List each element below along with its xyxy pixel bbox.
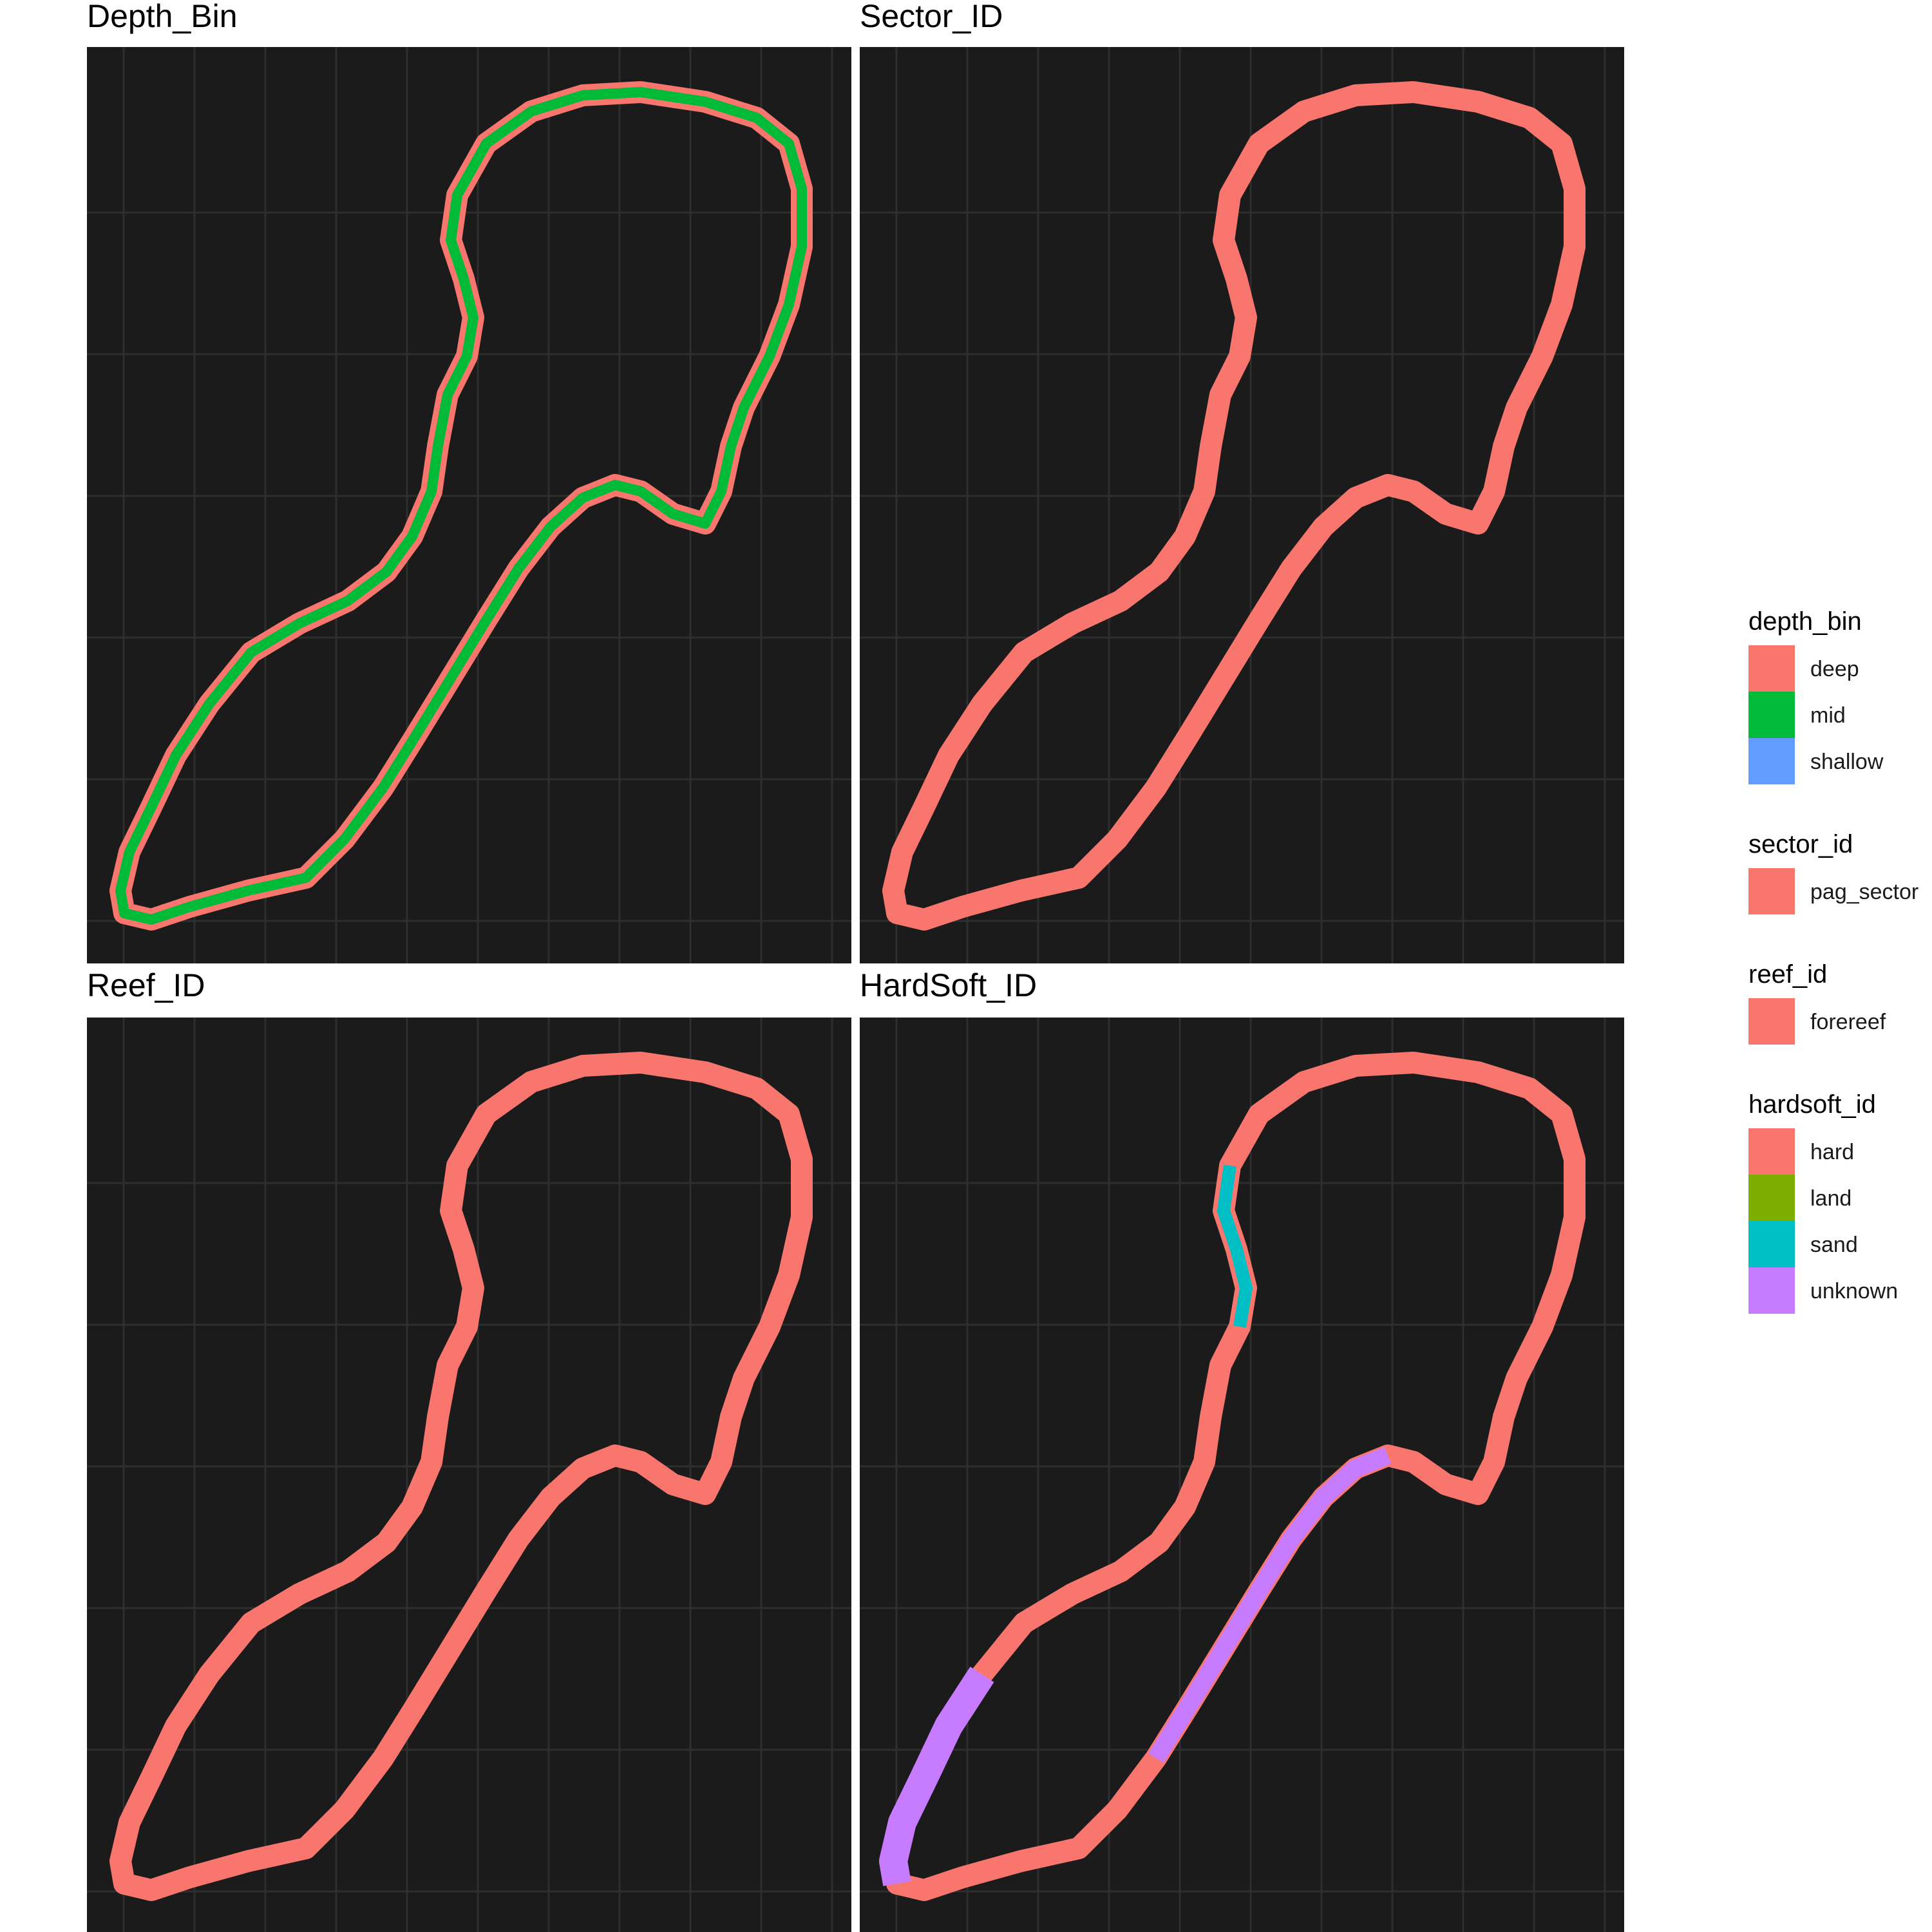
reef-polygon-hard xyxy=(882,1052,1586,1901)
legend-label: pag_sector xyxy=(1810,880,1919,904)
legend-key-unknown xyxy=(1748,1267,1795,1314)
legend-title: sector_id xyxy=(1748,830,1853,858)
legend-label: mid xyxy=(1810,703,1846,728)
panel-title-sector-id: Sector_ID xyxy=(860,0,1003,34)
legend-title: reef_id xyxy=(1748,960,1828,989)
reef-polygon-unknown xyxy=(879,1667,994,1886)
legend-title: depth_bin xyxy=(1748,607,1862,636)
legend-key-forereef xyxy=(1748,998,1795,1045)
map-panel-reef-id xyxy=(87,1018,851,1932)
legend-label: shallow xyxy=(1810,750,1884,774)
legend: depth_bin deep mid shallow sector_id pag… xyxy=(1748,605,1932,1358)
map-svg xyxy=(87,1018,851,1932)
map-panel-depth-bin xyxy=(87,47,851,963)
panel-title-reef-id: Reef_ID xyxy=(87,967,205,1003)
legend-key-shallow xyxy=(1748,738,1795,784)
legend-item: sand xyxy=(1748,1221,1932,1267)
legend-key-hard xyxy=(1748,1128,1795,1175)
legend-item: deep xyxy=(1748,645,1932,692)
map-svg xyxy=(860,1018,1624,1932)
legend-item: forereef xyxy=(1748,998,1932,1045)
legend-item: hard xyxy=(1748,1128,1932,1175)
panel-title-depth-bin: Depth_Bin xyxy=(87,0,238,34)
reef-polygon-unknown xyxy=(1148,1447,1392,1763)
legend-title: hardsoft_id xyxy=(1748,1090,1876,1119)
legend-label: unknown xyxy=(1810,1279,1899,1303)
legend-key-mid xyxy=(1748,692,1795,738)
legend-item: mid xyxy=(1748,692,1932,738)
legend-hardsoft-id: hardsoft_id hard land sand unknown xyxy=(1748,1088,1932,1314)
legend-key-land xyxy=(1748,1175,1795,1221)
map-svg xyxy=(860,47,1624,963)
reef-polygon-pag_sector xyxy=(882,81,1586,931)
map-panel-hardsoft-id xyxy=(860,1018,1624,1932)
legend-label: deep xyxy=(1810,657,1859,681)
panel-title-hardsoft-id: HardSoft_ID xyxy=(860,967,1037,1003)
legend-key-deep xyxy=(1748,645,1795,692)
legend-item: unknown xyxy=(1748,1267,1932,1314)
legend-label: forereef xyxy=(1810,1010,1886,1034)
legend-label: land xyxy=(1810,1186,1852,1211)
legend-label: hard xyxy=(1810,1140,1855,1164)
reef-polygon-mid xyxy=(115,87,807,925)
reef-polygon-sand xyxy=(1217,1164,1253,1328)
map-svg xyxy=(87,47,851,963)
legend-sector-id: sector_id pag_sector xyxy=(1748,828,1932,914)
reef-polygon-forereef xyxy=(109,1052,813,1901)
legend-reef-id: reef_id forereef xyxy=(1748,958,1932,1045)
reef-polygon-deep xyxy=(109,81,813,931)
legend-label: sand xyxy=(1810,1233,1858,1257)
legend-depth-bin: depth_bin deep mid shallow xyxy=(1748,605,1932,784)
legend-key-pag-sector xyxy=(1748,868,1795,914)
legend-key-sand xyxy=(1748,1221,1795,1267)
legend-item: pag_sector xyxy=(1748,868,1932,914)
legend-item: shallow xyxy=(1748,738,1932,784)
legend-item: land xyxy=(1748,1175,1932,1221)
map-panel-sector-id xyxy=(860,47,1624,963)
